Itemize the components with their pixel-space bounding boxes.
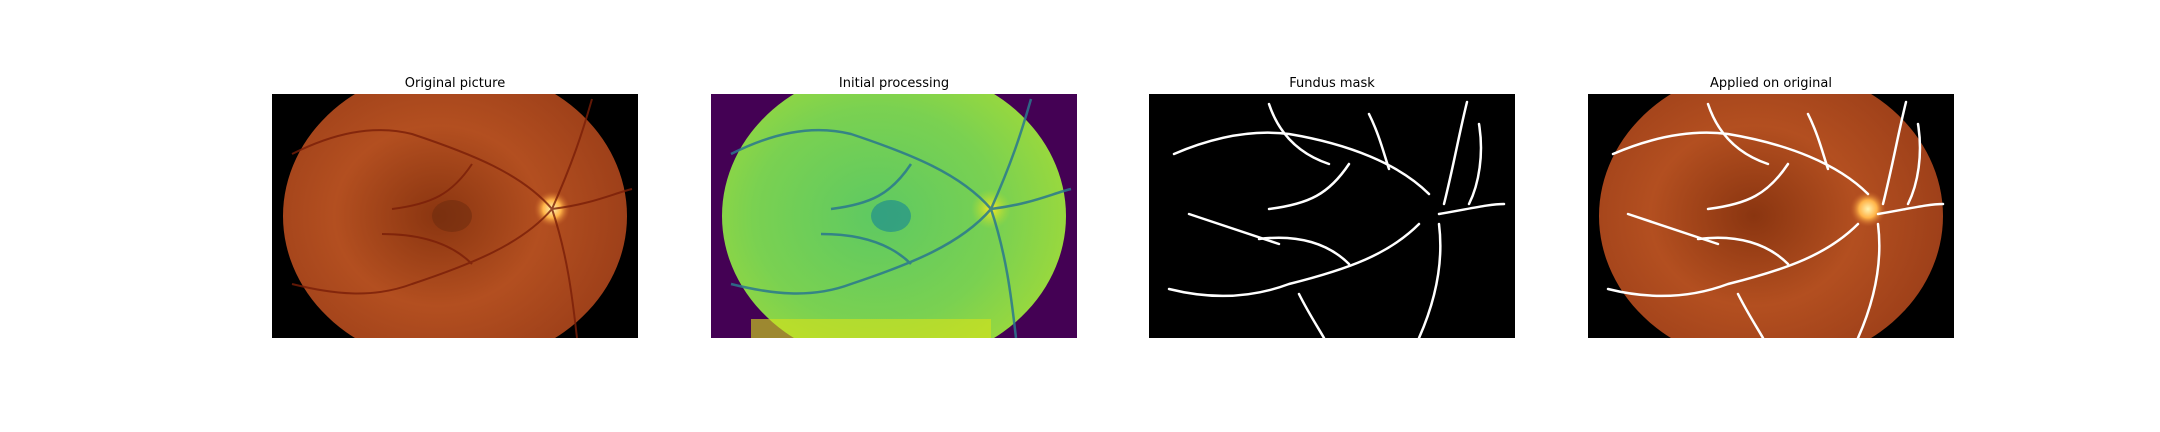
fundus-mask-image [1149, 94, 1515, 338]
panel-title: Applied on original [1710, 76, 1832, 91]
panel-title: Fundus mask [1289, 76, 1375, 91]
applied-on-original-image [1588, 94, 1954, 338]
panel-title: Initial processing [838, 76, 950, 91]
panel-title: Original picture [404, 76, 506, 91]
initial-processing-image [711, 94, 1077, 338]
original-fundus-image [272, 94, 638, 338]
